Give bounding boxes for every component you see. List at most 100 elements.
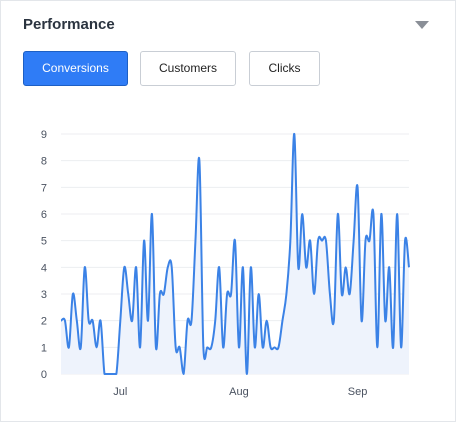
data-point[interactable] <box>138 345 142 349</box>
data-point[interactable] <box>166 265 170 269</box>
data-point[interactable] <box>316 239 320 243</box>
data-point[interactable] <box>114 372 118 376</box>
data-point[interactable] <box>67 345 71 349</box>
data-point[interactable] <box>126 292 130 296</box>
data-point[interactable] <box>367 239 371 243</box>
data-point[interactable] <box>75 319 79 323</box>
data-point[interactable] <box>142 239 146 243</box>
data-point[interactable] <box>134 265 138 269</box>
data-point[interactable] <box>122 265 126 269</box>
data-point[interactable] <box>170 265 174 269</box>
data-point[interactable] <box>201 345 205 349</box>
data-point[interactable] <box>277 345 281 349</box>
data-point[interactable] <box>269 345 273 349</box>
data-point[interactable] <box>284 292 288 296</box>
data-point[interactable] <box>110 372 114 376</box>
data-point[interactable] <box>348 292 352 296</box>
y-tick-label: 3 <box>41 289 47 301</box>
data-point[interactable] <box>308 239 312 243</box>
data-point[interactable] <box>261 345 265 349</box>
data-point[interactable] <box>407 265 411 269</box>
data-point[interactable] <box>395 212 399 216</box>
data-point[interactable] <box>106 372 110 376</box>
data-point[interactable] <box>197 159 201 163</box>
data-point[interactable] <box>103 372 107 376</box>
data-point[interactable] <box>221 345 225 349</box>
data-point[interactable] <box>209 345 213 349</box>
data-point[interactable] <box>118 319 122 323</box>
data-point[interactable] <box>150 212 154 216</box>
data-point[interactable] <box>225 292 229 296</box>
data-point[interactable] <box>79 345 83 349</box>
data-point[interactable] <box>59 319 63 323</box>
data-point[interactable] <box>130 319 134 323</box>
data-point[interactable] <box>336 212 340 216</box>
data-point[interactable] <box>213 319 217 323</box>
data-point[interactable] <box>375 345 379 349</box>
data-point[interactable] <box>364 239 368 243</box>
data-point[interactable] <box>391 345 395 349</box>
data-point[interactable] <box>399 345 403 349</box>
data-point[interactable] <box>190 319 194 323</box>
data-point[interactable] <box>403 239 407 243</box>
y-tick-label: 8 <box>41 156 47 168</box>
data-point[interactable] <box>237 345 241 349</box>
data-point[interactable] <box>217 265 221 269</box>
data-point[interactable] <box>253 345 257 349</box>
data-point[interactable] <box>356 185 360 189</box>
data-point[interactable] <box>324 239 328 243</box>
data-point[interactable] <box>186 319 190 323</box>
data-point[interactable] <box>241 265 245 269</box>
data-point[interactable] <box>257 292 261 296</box>
data-point[interactable] <box>87 319 91 323</box>
data-point[interactable] <box>360 319 364 323</box>
data-point[interactable] <box>265 319 269 323</box>
data-point[interactable] <box>95 345 99 349</box>
data-point[interactable] <box>146 319 150 323</box>
data-point[interactable] <box>379 212 383 216</box>
data-point[interactable] <box>340 292 344 296</box>
data-point[interactable] <box>233 239 237 243</box>
data-point[interactable] <box>292 132 296 136</box>
tab-customers[interactable]: Customers <box>140 51 236 86</box>
data-point[interactable] <box>158 292 162 296</box>
data-point[interactable] <box>273 345 277 349</box>
data-point[interactable] <box>288 239 292 243</box>
data-point[interactable] <box>91 319 95 323</box>
caret-down-icon[interactable] <box>415 21 429 29</box>
panel-title: Performance <box>23 16 115 33</box>
data-point[interactable] <box>178 345 182 349</box>
data-point[interactable] <box>193 239 197 243</box>
data-point[interactable] <box>280 319 284 323</box>
y-tick-label: 6 <box>41 209 47 221</box>
tab-clicks[interactable]: Clicks <box>249 51 320 86</box>
data-point[interactable] <box>205 345 209 349</box>
data-point[interactable] <box>304 265 308 269</box>
data-point[interactable] <box>162 292 166 296</box>
data-point[interactable] <box>71 292 75 296</box>
y-tick-label: 7 <box>41 182 47 194</box>
data-point[interactable] <box>174 345 178 349</box>
y-tick-label: 2 <box>41 316 47 328</box>
data-point[interactable] <box>300 212 304 216</box>
data-point[interactable] <box>383 319 387 323</box>
data-point[interactable] <box>83 265 87 269</box>
data-point[interactable] <box>352 239 356 243</box>
data-point[interactable] <box>99 319 103 323</box>
data-point[interactable] <box>387 265 391 269</box>
data-point[interactable] <box>154 345 158 349</box>
data-point[interactable] <box>320 239 324 243</box>
tab-conversions[interactable]: Conversions <box>23 51 128 86</box>
data-point[interactable] <box>371 212 375 216</box>
data-point[interactable] <box>332 319 336 323</box>
data-point[interactable] <box>249 265 253 269</box>
data-point[interactable] <box>344 265 348 269</box>
data-point[interactable] <box>312 292 316 296</box>
data-point[interactable] <box>63 319 67 323</box>
data-point[interactable] <box>296 265 300 269</box>
data-point[interactable] <box>229 292 233 296</box>
data-point[interactable] <box>245 372 249 376</box>
data-point[interactable] <box>328 292 332 296</box>
data-point[interactable] <box>182 372 186 376</box>
